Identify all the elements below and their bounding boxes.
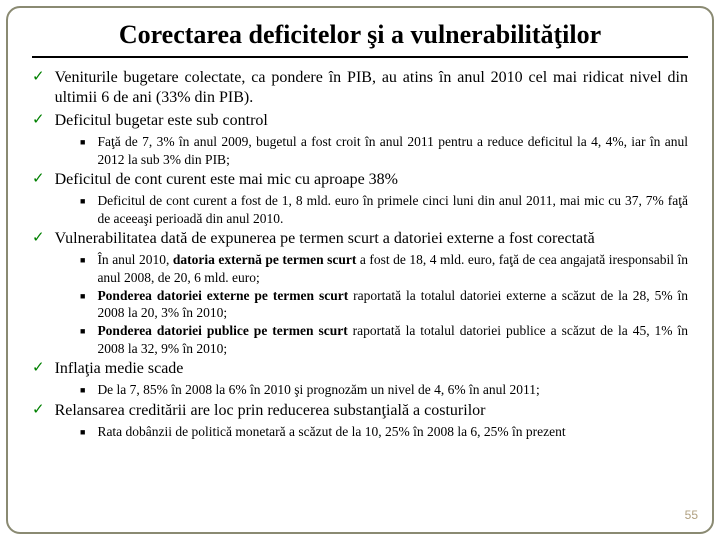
sub-text: Faţă de 7, 3% în anul 2009, bugetul a fo…	[97, 133, 688, 168]
square-bullet-icon: ■	[80, 291, 85, 301]
checkmark-icon: ✓	[32, 170, 45, 190]
sub-text: Deficitul de cont curent a fost de 1, 8 …	[97, 192, 688, 227]
page-number: 55	[685, 508, 698, 522]
bullet-item: ✓ Veniturile bugetare colectate, ca ponde…	[32, 68, 688, 109]
checkmark-icon: ✓	[32, 111, 45, 131]
bullet-item: ✓ Vulnerabilitatea dată de expunerea pe t…	[32, 229, 688, 249]
bullet-text: Relansarea creditării are loc prin reduc…	[55, 401, 688, 421]
bullet-item: ✓ Relansarea creditării are loc prin redu…	[32, 401, 688, 421]
bullet-text: Veniturile bugetare colectate, ca ponder…	[55, 68, 688, 109]
sub-text: Rata dobânzii de politică monetară a scă…	[97, 423, 688, 440]
sub-item: ■ Faţă de 7, 3% în anul 2009, bugetul a f…	[80, 133, 688, 168]
bullet-text: Vulnerabilitatea dată de expunerea pe te…	[55, 229, 688, 249]
square-bullet-icon: ■	[80, 137, 85, 147]
sub-text: Ponderea datoriei publice pe termen scur…	[97, 322, 688, 357]
bullet-list: ✓ Veniturile bugetare colectate, ca ponde…	[32, 68, 688, 440]
sub-text: În anul 2010, datoria externă pe termen …	[97, 251, 688, 286]
bullet-text: Deficitul de cont curent este mai mic cu…	[55, 170, 688, 190]
sub-text: Ponderea datoriei externe pe termen scur…	[97, 287, 688, 322]
checkmark-icon: ✓	[32, 68, 45, 88]
bullet-item: ✓ Inflaţia medie scade	[32, 359, 688, 379]
slide-title: Corectarea deficitelor şi a vulnerabilit…	[32, 20, 688, 58]
bullet-text: Inflaţia medie scade	[55, 359, 688, 379]
square-bullet-icon: ■	[80, 427, 85, 437]
sub-item: ■ Ponderea datoriei externe pe termen scu…	[80, 287, 688, 322]
sub-item: ■ În anul 2010, datoria externă pe termen…	[80, 251, 688, 286]
square-bullet-icon: ■	[80, 255, 85, 265]
sub-list: ■ Faţă de 7, 3% în anul 2009, bugetul a f…	[80, 133, 688, 168]
sub-item: ■ Ponderea datoriei publice pe termen scu…	[80, 322, 688, 357]
bullet-item: ✓ Deficitul bugetar este sub control	[32, 111, 688, 131]
bullet-item: ✓ Deficitul de cont curent este mai mic c…	[32, 170, 688, 190]
checkmark-icon: ✓	[32, 401, 45, 421]
sub-text: De la 7, 85% în 2008 la 6% în 2010 şi pr…	[97, 381, 688, 398]
checkmark-icon: ✓	[32, 229, 45, 249]
sub-list: ■ Rata dobânzii de politică monetară a sc…	[80, 423, 688, 440]
square-bullet-icon: ■	[80, 326, 85, 336]
sub-list: ■ În anul 2010, datoria externă pe termen…	[80, 251, 688, 357]
slide-frame: Corectarea deficitelor şi a vulnerabilit…	[6, 6, 714, 534]
sub-item: ■ Rata dobânzii de politică monetară a sc…	[80, 423, 688, 440]
sub-item: ■ De la 7, 85% în 2008 la 6% în 2010 şi p…	[80, 381, 688, 398]
square-bullet-icon: ■	[80, 196, 85, 206]
checkmark-icon: ✓	[32, 359, 45, 379]
sub-item: ■ Deficitul de cont curent a fost de 1, 8…	[80, 192, 688, 227]
sub-list: ■ Deficitul de cont curent a fost de 1, 8…	[80, 192, 688, 227]
bullet-text: Deficitul bugetar este sub control	[55, 111, 688, 131]
square-bullet-icon: ■	[80, 385, 85, 395]
sub-list: ■ De la 7, 85% în 2008 la 6% în 2010 şi p…	[80, 381, 688, 398]
